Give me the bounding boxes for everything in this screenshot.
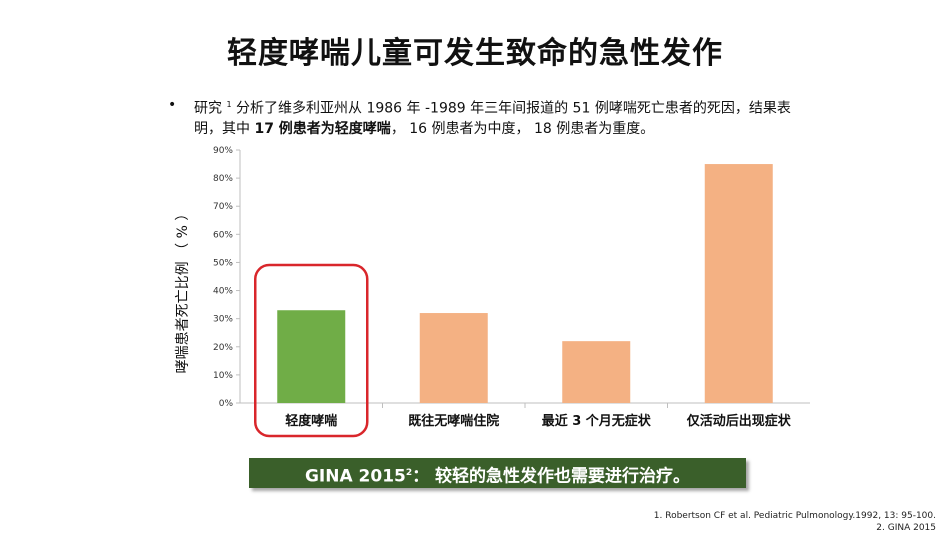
slide-title: 轻度哮喘儿童可发生致命的急性发作: [227, 36, 723, 71]
bullet-marker: •: [168, 97, 177, 113]
x-tick-label: 既往无哮喘住院: [408, 413, 499, 429]
reference-2: 2. GINA 2015: [876, 523, 936, 533]
bar: [562, 341, 631, 403]
y-tick-label: 40%: [213, 287, 233, 297]
highlight-ring: [254, 263, 369, 438]
x-tick-label: 最近 3 个月无症状: [542, 413, 652, 429]
y-tick-label: 60%: [213, 230, 233, 240]
y-tick-label: 30%: [213, 315, 233, 325]
y-tick-label: 20%: [213, 343, 233, 353]
study-intro: 研究: [194, 100, 222, 117]
study-text-end: ， 16 例患者为中度， 18 例患者为重度。: [390, 120, 655, 137]
y-axis-title: 哮喘患者死亡比例 （ % ）: [174, 207, 191, 374]
y-tick-label: 0%: [219, 399, 234, 409]
bar: [419, 313, 488, 403]
bar: [277, 310, 346, 403]
references: 1. Robertson CF et al. Pediatric Pulmono…: [654, 510, 936, 534]
study-text: 分析了维多利亚州从 1986 年 -1989 年三年间报道的 51 例哮喘死亡患…: [194, 100, 791, 137]
y-tick-label: 80%: [213, 174, 233, 184]
callout-prefix: GINA 2015: [304, 466, 406, 487]
bar: [704, 164, 773, 403]
reference-marker-1: 1: [226, 100, 232, 109]
y-tick-label: 50%: [213, 258, 233, 268]
callout-banner: GINA 20152： 较轻的急性发作也需要进行治疗。: [249, 458, 746, 488]
reference-1: 1. Robertson CF et al. Pediatric Pulmono…: [653, 511, 936, 521]
x-tick-label: 仅活动后出现症状: [686, 413, 792, 429]
key-finding: 17 例患者为轻度哮喘: [254, 120, 391, 137]
study-summary: • 研究 1 分析了维多利亚州从 1986 年 -1989 年三年间报道的 51…: [168, 95, 818, 139]
y-tick-label: 90%: [213, 146, 233, 156]
reference-marker-2: 2: [405, 468, 413, 478]
x-tick-label: 轻度哮喘: [285, 413, 337, 429]
callout-text: ： 较轻的急性发作也需要进行治疗。: [412, 466, 691, 487]
y-tick-label: 70%: [213, 202, 233, 212]
y-tick-label: 10%: [213, 371, 233, 381]
